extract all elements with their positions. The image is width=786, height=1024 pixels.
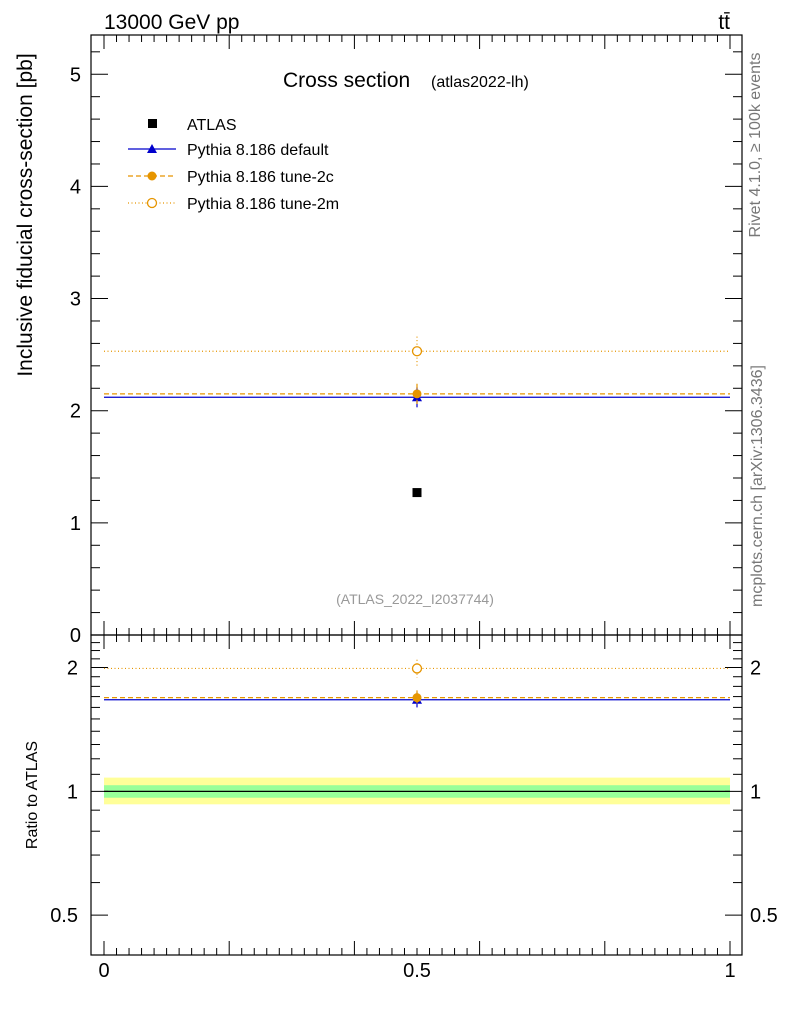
legend-label-tune-2m: Pythia 8.186 tune-2m — [187, 196, 339, 213]
series-tune-2c — [104, 690, 730, 706]
ratio-bands — [104, 777, 730, 805]
y-tick-label: 1 — [70, 513, 81, 535]
ratio-y-tick-label: 0.5 — [50, 905, 78, 927]
x-axis-ticks: 0 0.5 1 — [98, 35, 736, 982]
x-tick-label: 1 — [724, 960, 735, 982]
legend-item-tune-2c: Pythia 8.186 tune-2c — [128, 169, 334, 186]
series-tune-2m — [104, 336, 730, 366]
ratio-y-ticks: 0.5 0.5 1 1 2 2 — [50, 634, 778, 956]
legend-label-default: Pythia 8.186 default — [187, 142, 329, 159]
legend-label-tune-2c: Pythia 8.186 tune-2c — [187, 169, 334, 186]
legend-marker-triangle — [147, 144, 157, 153]
y-tick-label: 2 — [70, 401, 81, 423]
main-panel: Cross section (atlas2022-lh) (ATLAS_2022… — [14, 34, 743, 647]
marker-open-circle — [411, 346, 423, 357]
ratio-panel: Ratio to ATLAS 0.5 0.51 12 2 0 0.5 1 — [24, 35, 778, 982]
marker-square — [412, 488, 422, 498]
marker-open-circle — [411, 663, 423, 674]
legend-item-default: Pythia 8.186 default — [128, 142, 329, 159]
legend-item-atlas: ATLAS — [148, 117, 237, 134]
marker-circle — [412, 693, 422, 703]
y-tick-label: 0 — [70, 625, 81, 647]
series-tune-2m — [104, 659, 730, 678]
plot-title: Cross section — [283, 69, 410, 92]
analysis-watermark: (ATLAS_2022_I2037744) — [336, 591, 494, 607]
ratio-y-tick-label-right: 0.5 — [750, 905, 778, 927]
ratio-y-axis-label: Ratio to ATLAS — [24, 741, 41, 849]
ratio-y-tick-label-right: 1 — [750, 781, 761, 803]
rivet-label: Rivet 4.1.0, ≥ 100k events — [747, 53, 764, 238]
legend-marker-open-circle — [146, 197, 158, 209]
marker-circle — [412, 389, 422, 399]
legend-marker-square — [148, 119, 157, 128]
y-tick-label: 3 — [70, 289, 81, 311]
ratio-y-tick-label: 1 — [67, 781, 78, 803]
series-atlas — [412, 488, 422, 498]
y-tick-label: 4 — [70, 176, 81, 198]
legend-label-atlas: ATLAS — [187, 117, 237, 134]
y-tick-label: 5 — [70, 64, 81, 86]
ratio-y-tick-label: 2 — [67, 658, 78, 680]
main-data — [104, 336, 730, 498]
mcplots-label: mcplots.cern.ch [arXiv:1306.3436] — [749, 365, 766, 607]
header-right-label: tt̄ — [718, 11, 730, 34]
series-tune-2c — [104, 383, 730, 404]
legend-marker-circle — [147, 171, 157, 181]
ratio-y-tick-label-right: 2 — [750, 658, 761, 680]
ratio-data — [104, 659, 730, 708]
x-tick-label: 0 — [98, 960, 109, 982]
legend: ATLAS Pythia 8.186 default Pythia 8.186 … — [128, 117, 339, 213]
plot-subtitle: (atlas2022-lh) — [431, 74, 529, 91]
header-left-label: 13000 GeV pp — [104, 11, 239, 34]
legend-item-tune-2m: Pythia 8.186 tune-2m — [128, 196, 339, 213]
main-y-ticks: 0 1 2 3 4 5 — [70, 51, 742, 647]
x-tick-label: 0.5 — [403, 960, 431, 982]
main-y-axis-label: Inclusive fiducial cross-section [pb] — [14, 53, 37, 376]
